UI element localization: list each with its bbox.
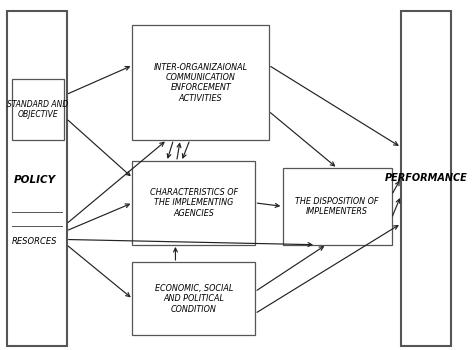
Text: CHARACTERISTICS OF
THE IMPLEMENTING
AGENCIES: CHARACTERISTICS OF THE IMPLEMENTING AGEN… bbox=[150, 188, 238, 218]
Bar bbox=[12, 79, 64, 140]
Text: THE DISPOSITION OF
IMPLEMENTERS: THE DISPOSITION OF IMPLEMENTERS bbox=[295, 197, 379, 216]
Text: POLICY: POLICY bbox=[14, 175, 56, 185]
Text: PERFORMANCE: PERFORMANCE bbox=[384, 174, 467, 183]
Text: RESORCES: RESORCES bbox=[12, 237, 57, 246]
Bar bbox=[132, 161, 255, 245]
Text: INTER-ORGANIZAIONAL
COMMUNICATION
ENFORCEMENT
ACTIVITIES: INTER-ORGANIZAIONAL COMMUNICATION ENFORC… bbox=[154, 63, 248, 103]
Bar bbox=[401, 11, 451, 346]
Bar bbox=[132, 25, 269, 140]
Bar bbox=[132, 262, 255, 335]
Bar bbox=[283, 168, 392, 245]
Bar bbox=[8, 11, 66, 346]
Text: ECONOMIC, SOCIAL
AND POLITICAL
CONDITION: ECONOMIC, SOCIAL AND POLITICAL CONDITION bbox=[155, 284, 233, 314]
Text: STANDARD AND
OBJECTIVE: STANDARD AND OBJECTIVE bbox=[8, 100, 69, 119]
